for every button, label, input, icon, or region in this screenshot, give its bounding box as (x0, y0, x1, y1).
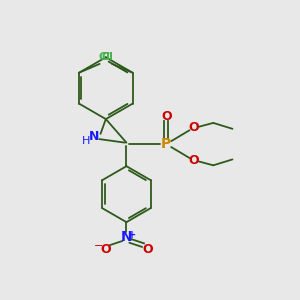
Text: O: O (189, 154, 200, 167)
Text: O: O (142, 243, 153, 256)
Text: +: + (128, 230, 136, 239)
Text: Cl: Cl (101, 52, 113, 61)
Text: N: N (121, 230, 132, 244)
Text: −: − (94, 241, 104, 251)
Text: P: P (161, 137, 171, 151)
Text: N: N (89, 130, 99, 143)
Text: O: O (189, 122, 200, 134)
Text: Cl: Cl (99, 52, 110, 61)
Text: O: O (100, 243, 111, 256)
Text: H: H (82, 136, 90, 146)
Text: O: O (161, 110, 172, 123)
